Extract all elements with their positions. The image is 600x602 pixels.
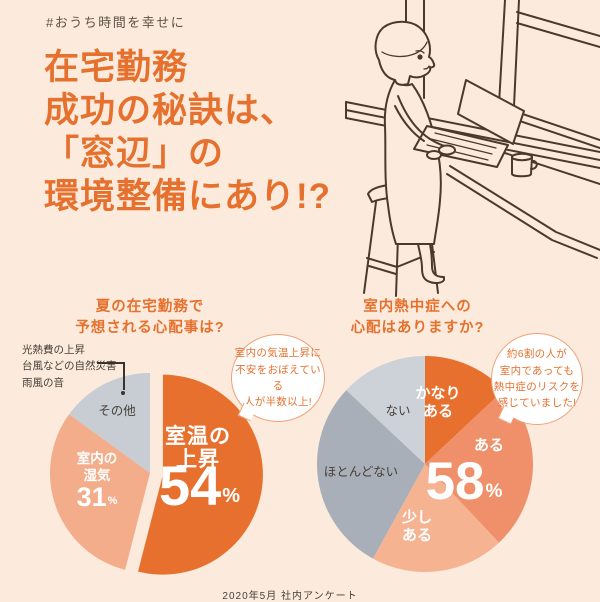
note-connector-dot xyxy=(121,391,125,395)
right-chart-title: 室内熱中症への 心配はありますか? xyxy=(315,297,520,339)
laptop-key-row xyxy=(430,138,493,155)
slice-label-humidity-line-2: 湿気 xyxy=(83,467,111,483)
laptop-screen xyxy=(457,79,525,145)
window-top-bar xyxy=(516,22,600,48)
slice-label-kanari-line-2: ある xyxy=(422,403,453,420)
right-callout-bubble: 約6割の人が 室内であっても 熱中症のリスクを 感じていました! xyxy=(491,333,583,425)
page-title-line-2: 成功の秘訣は、 xyxy=(44,91,297,131)
woman-body xyxy=(383,79,442,245)
mug-rim xyxy=(511,152,533,162)
woman-hand xyxy=(438,144,456,156)
right-callout-line-2: 室内であっても xyxy=(499,364,575,377)
other-breakdown-item: 雨風の音 xyxy=(22,376,64,389)
window-jamb xyxy=(513,0,520,107)
laptop-key-row xyxy=(434,132,497,149)
other-breakdown-item: 台風などの自然災害 xyxy=(22,360,117,373)
humidity-percentage: 31 % xyxy=(57,481,137,512)
heatstroke-percent-value: 58 xyxy=(425,452,485,511)
slice-label-other: その他 xyxy=(98,404,136,418)
room-temp-percent-value: 54 xyxy=(158,454,222,517)
pie-slice-室内の湿気 xyxy=(49,414,150,570)
woman-working-at-window-illustration xyxy=(345,0,600,297)
left-chart-title: 夏の在宅勤務で 予想される心配事は? xyxy=(30,297,270,339)
slice-label-sukoshi-aru: 少し ある xyxy=(393,509,441,545)
slice-label-aru: ある xyxy=(473,437,504,454)
left-chart-title-line-2: 予想される心配事は? xyxy=(75,320,225,337)
survey-source: 2020年5月 社内アンケート xyxy=(222,591,358,602)
slice-label-room-temp-line-2: 上昇 xyxy=(176,448,220,472)
percent-sign: % xyxy=(485,481,503,503)
slice-label-humidity: 室内の 湿気 31 % xyxy=(57,451,137,510)
pie-slice-ある xyxy=(425,390,534,543)
page-title: 在宅勤務 成功の秘訣は、 「窓辺」の 環境整備にあり!? xyxy=(44,46,331,218)
other-breakdown-item: 光熱費の上昇 xyxy=(22,344,85,356)
slice-label-kanari-aru: かなり ある xyxy=(407,385,469,421)
slice-label-humidity-line-1: 室内の xyxy=(76,451,118,466)
pie-slice-ほとんどない xyxy=(317,390,425,559)
page-title-line-1: 在宅勤務 xyxy=(44,48,189,87)
right-chart-title-line-1: 室内熱中症への xyxy=(363,299,472,315)
left-chart-title-line-1: 夏の在宅勤務で xyxy=(95,299,205,315)
woman-eyebrow xyxy=(415,50,425,54)
left-callout-line-2: 不安をおぼえている xyxy=(235,363,321,392)
humidity-percent-value: 31 xyxy=(76,481,107,512)
left-callout-bubble: 室内の気温上昇に 不安をおぼえている 人が半数以上! xyxy=(231,334,325,422)
woman-mouth xyxy=(423,65,430,70)
hashtag-text: #おうち時間を幸せに xyxy=(46,15,186,30)
woman-head xyxy=(374,20,436,86)
left-pie-chart xyxy=(49,373,263,575)
laptop-key-row xyxy=(426,144,489,161)
right-pie-chart xyxy=(317,356,534,572)
pie-slice-室温の上昇 xyxy=(138,374,263,575)
window-jamb xyxy=(498,0,506,105)
slice-label-nai: ない xyxy=(385,404,411,418)
right-callout-line-4: 感じていました! xyxy=(497,397,577,410)
percent-sign: % xyxy=(107,494,118,507)
desk-front-edge xyxy=(446,173,598,259)
woman-leg xyxy=(417,243,445,285)
right-callout-line-3: 熱中症のリスクを xyxy=(493,381,581,393)
page-title-line-3: 「窓辺」の xyxy=(44,134,225,174)
woman-arm xyxy=(394,105,425,142)
slice-label-room-temp: 室温の 上昇 xyxy=(148,425,248,471)
page-title-line-4: 環境整備にあり!? xyxy=(44,177,332,217)
right-chart-title-line-2: 心配はありますか? xyxy=(350,320,485,337)
slice-label-hotondo-nai: ほとんどない xyxy=(323,465,399,479)
slice-label-kanari-line-1: かなり xyxy=(415,385,461,402)
note-connector-line xyxy=(123,362,125,390)
window-top-bar xyxy=(516,11,600,37)
left-callout-line-1: 室内の気温上昇に xyxy=(234,347,322,360)
stool-leg xyxy=(363,201,377,294)
percent-sign: % xyxy=(222,485,241,508)
heatstroke-worry-percentage: 58 % xyxy=(419,452,509,511)
room-temp-percentage: 54 % xyxy=(152,454,247,517)
woman-eye xyxy=(417,54,423,60)
left-callout-line-3: 人が半数以上! xyxy=(243,396,313,409)
pie-slice-その他 xyxy=(69,373,150,473)
other-breakdown-note: 光熱費の上昇 台風などの自然災害 雨風の音 xyxy=(22,342,117,391)
woman-hand xyxy=(426,150,442,160)
right-callout-line-1: 約6割の人が xyxy=(506,348,568,361)
pie-slice-ない xyxy=(346,356,425,464)
woman-hair-fringe xyxy=(381,41,428,58)
desk-front-edge xyxy=(449,165,600,251)
mug-handle xyxy=(530,159,538,170)
slice-label-room-temp-line-1: 室温の xyxy=(165,425,231,448)
slice-label-sukoshi-line-1: 少し xyxy=(401,509,432,526)
mug-body xyxy=(511,156,533,178)
slice-label-sukoshi-line-2: ある xyxy=(401,527,432,544)
stool-rung xyxy=(368,265,397,275)
note-connector-line xyxy=(97,362,124,364)
pie-slice-少しある xyxy=(372,464,499,572)
pie-slice-かなりある xyxy=(425,356,504,464)
